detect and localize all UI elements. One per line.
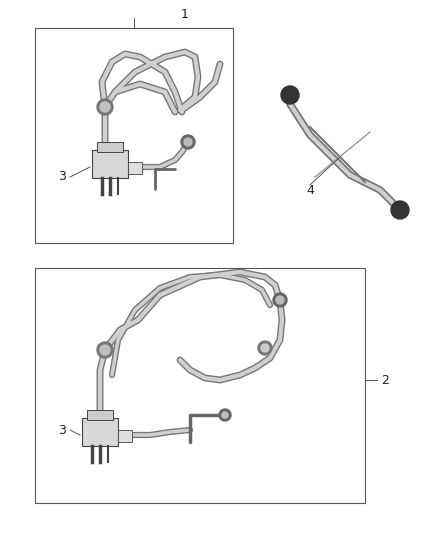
Bar — [35, 28, 233, 243]
Text: 1: 1 — [181, 7, 189, 20]
Circle shape — [181, 135, 195, 149]
Circle shape — [97, 99, 113, 115]
Text: 2: 2 — [381, 374, 389, 386]
Bar — [35, 268, 365, 503]
Text: 4: 4 — [306, 183, 314, 197]
Circle shape — [258, 341, 272, 355]
Circle shape — [276, 296, 284, 304]
Circle shape — [273, 293, 287, 307]
Circle shape — [281, 86, 299, 104]
Text: 3: 3 — [58, 171, 66, 183]
Bar — [82, 418, 118, 446]
Circle shape — [261, 344, 269, 352]
Bar — [128, 162, 142, 174]
Circle shape — [97, 342, 113, 358]
Circle shape — [391, 201, 409, 219]
Circle shape — [100, 345, 110, 355]
Bar — [118, 430, 132, 442]
Circle shape — [219, 409, 231, 421]
Circle shape — [222, 412, 228, 418]
Circle shape — [184, 138, 192, 146]
Bar — [97, 142, 123, 152]
Text: 3: 3 — [58, 424, 66, 437]
Circle shape — [100, 102, 110, 112]
Bar — [92, 150, 128, 178]
Bar — [87, 410, 113, 420]
